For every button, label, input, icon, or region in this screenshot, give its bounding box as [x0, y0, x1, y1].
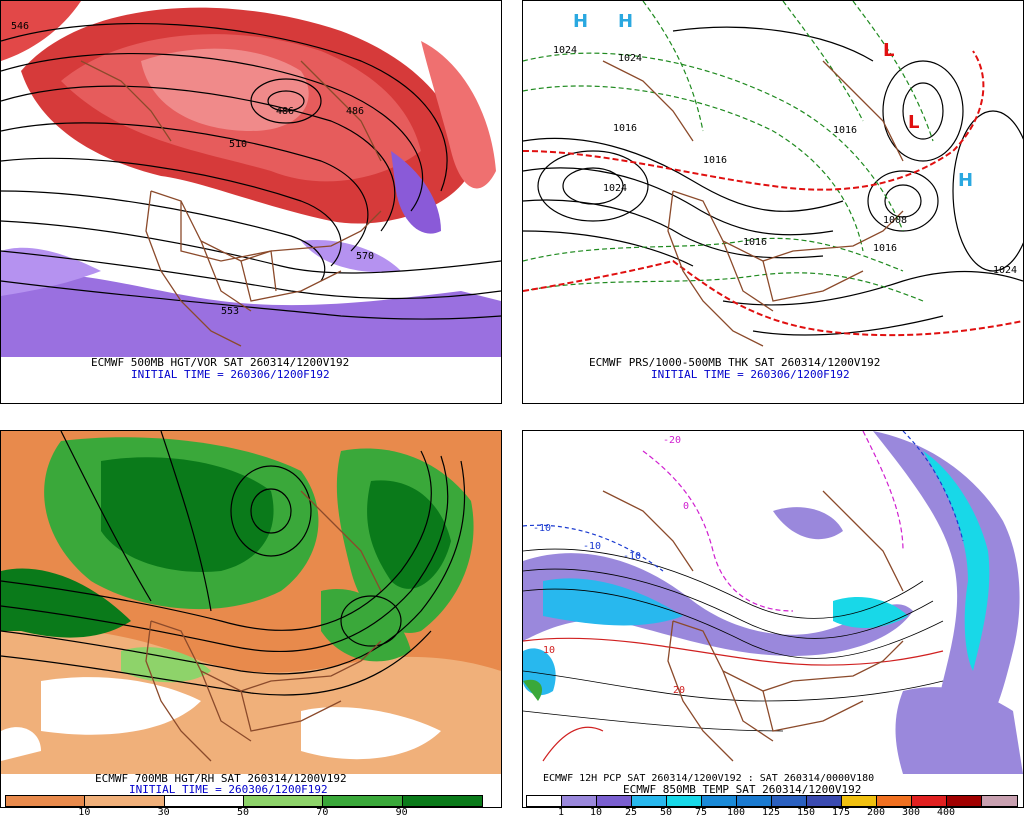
scale-tick-label: 125 [761, 807, 781, 818]
vorticity-map: 546 486 510 570 553 486 [1, 1, 501, 357]
precipitation-map: -20 -10 -10 -10 0 10 20 [523, 431, 1023, 774]
low-pressure-marker: L [908, 112, 919, 133]
scale-tick-label: 75 [694, 807, 708, 818]
scale-swatch [667, 796, 702, 806]
isotherm-label: 20 [673, 685, 685, 696]
isobar-label: 1008 [883, 215, 907, 226]
scale-tick-label: 1 [557, 807, 565, 818]
isobar-label: 1016 [613, 123, 637, 134]
scale-tick-label: 70 [316, 807, 329, 818]
panel-precipitation-temp: -20 -10 -10 -10 0 10 20 ECMWF 12H PCP SA… [522, 430, 1024, 808]
scale-swatch [877, 796, 912, 806]
scale-swatch [737, 796, 772, 806]
scale-swatch [243, 796, 324, 806]
high-pressure-marker: H [573, 11, 588, 32]
panel-surface-pressure: 1024 1016 1016 1024 1016 1016 1024 1016 … [522, 0, 1024, 404]
scale-tick-label: 10 [78, 807, 91, 818]
scale-swatch [402, 796, 482, 806]
isotherm-label: -10 [583, 541, 601, 552]
scale-swatch [702, 796, 737, 806]
contour-label: 570 [356, 251, 374, 262]
scale-swatch [912, 796, 947, 806]
scale-swatch [947, 796, 982, 806]
contour-label: 510 [229, 139, 247, 150]
precipitation-color-scale [526, 795, 1018, 807]
contour-label: 553 [221, 306, 239, 317]
scale-tick-label: 50 [659, 807, 673, 818]
contour-label: 486 [276, 106, 294, 117]
panel-title: ECMWF 500MB HGT/VOR SAT 260314/1200V192 [91, 356, 350, 369]
scale-tick-label: 25 [624, 807, 638, 818]
panel-title: ECMWF 700MB HGT/RH SAT 260314/1200V192 [95, 772, 347, 785]
isotherm-label: -20 [663, 435, 681, 446]
isobar-label: 1016 [873, 243, 897, 254]
scale-swatch [527, 796, 562, 806]
panel-700mb-humidity: ECMWF 700MB HGT/RH SAT 260314/1200V192 I… [0, 430, 502, 808]
panel-title: ECMWF PRS/1000-500MB THK SAT 260314/1200… [589, 356, 881, 369]
scale-swatch [772, 796, 807, 806]
scale-tick-label: 90 [395, 807, 408, 818]
scale-swatch [842, 796, 877, 806]
panel-500mb-vorticity: 546 486 510 570 553 486 ECMWF 500MB HGT/… [0, 0, 502, 404]
scale-swatch [6, 796, 86, 806]
pressure-map: 1024 1016 1016 1024 1016 1016 1024 1016 … [523, 1, 1023, 357]
scale-tick-label: 150 [796, 807, 816, 818]
scale-tick-label: 200 [866, 807, 886, 818]
scale-swatch [982, 796, 1017, 806]
scale-swatch [85, 796, 165, 806]
contour-label: 486 [346, 106, 364, 117]
scale-tick-label: 30 [157, 807, 170, 818]
high-pressure-marker: H [618, 11, 633, 32]
scale-tick-label: 400 [936, 807, 956, 818]
isobar-label: 1024 [993, 265, 1017, 276]
initial-time: INITIAL TIME = 260306/1200F192 [131, 368, 330, 381]
isotherm-label: 10 [543, 645, 555, 656]
scale-tick-label: 10 [589, 807, 603, 818]
isobar-label: 1016 [703, 155, 727, 166]
panel-subtitle: ECMWF 850MB TEMP SAT 260314/1200V192 [623, 783, 862, 796]
isobar-label: 1024 [618, 53, 642, 64]
isobar-label: 1016 [833, 125, 857, 136]
humidity-map [1, 431, 501, 774]
scale-swatch [323, 796, 403, 806]
contour-label: 546 [11, 21, 29, 32]
scale-swatch [562, 796, 597, 806]
scale-tick-label: 100 [726, 807, 746, 818]
scale-swatch [597, 796, 632, 806]
isotherm-label: -10 [623, 551, 641, 562]
isotherm-label: -10 [533, 523, 551, 534]
initial-time: INITIAL TIME = 260306/1200F192 [651, 368, 850, 381]
scale-swatch [164, 796, 244, 806]
panel-title: ECMWF 12H PCP SAT 260314/1200V192 : SAT … [543, 773, 875, 784]
high-pressure-marker: H [958, 170, 973, 191]
scale-swatch [807, 796, 842, 806]
scale-tick-label: 50 [236, 807, 250, 818]
humidity-color-scale [5, 795, 483, 807]
isobar-label: 1016 [743, 237, 767, 248]
scale-tick-label: 175 [831, 807, 851, 818]
scale-swatch [632, 796, 667, 806]
isobar-label: 1024 [553, 45, 577, 56]
isotherm-label: 0 [683, 501, 689, 512]
initial-time: INITIAL TIME = 260306/1200F192 [129, 783, 328, 796]
isobar-label: 1024 [603, 183, 627, 194]
scale-tick-label: 300 [901, 807, 921, 818]
low-pressure-marker: L [883, 40, 894, 61]
